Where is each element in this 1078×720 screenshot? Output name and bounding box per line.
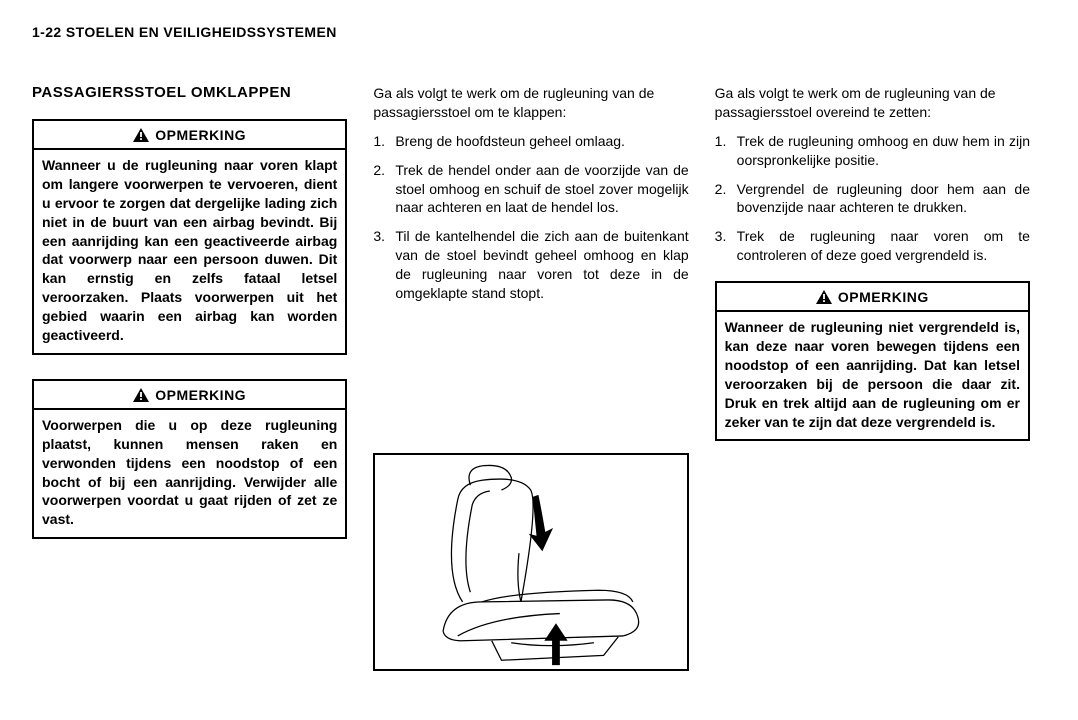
list-item: Vergrendel de rugleuning door hem aan de…	[715, 180, 1030, 218]
list-item: Breng de hoofdsteun geheel omlaag.	[373, 132, 688, 151]
section-title: PASSAGIERSSTOEL OMKLAPPEN	[32, 84, 347, 101]
warning-body: Wanneer de rugleuning niet vergrendeld i…	[717, 312, 1028, 439]
warning-box-3: OPMERKING Wanneer de rugleuning niet ver…	[715, 281, 1030, 441]
intro-text: Ga als volgt te werk om de rugleuning va…	[373, 84, 688, 122]
intro-text: Ga als volgt te werk om de rugleuning va…	[715, 84, 1030, 122]
column-3: Ga als volgt te werk om de rugleuning va…	[715, 84, 1030, 671]
warning-box-1: OPMERKING Wanneer u de rugleuning naar v…	[32, 119, 347, 355]
warning-label: OPMERKING	[155, 387, 246, 403]
warning-header: OPMERKING	[34, 121, 345, 150]
list-item: Trek de rugleuning omhoog en duw hem in …	[715, 132, 1030, 170]
column-2: Ga als volgt te werk om de rugleuning va…	[373, 84, 688, 671]
list-item: Trek de hendel onder aan de voorzijde va…	[373, 161, 688, 218]
warning-header: OPMERKING	[34, 381, 345, 410]
warning-label: OPMERKING	[838, 289, 929, 305]
seat-illustration	[375, 455, 686, 669]
list-item: Trek de rugleuning naar voren om te cont…	[715, 227, 1030, 265]
warning-triangle-icon	[816, 290, 832, 304]
column-1: PASSAGIERSSTOEL OMKLAPPEN OPMERKING Wann…	[32, 84, 347, 671]
warning-box-2: OPMERKING Voorwerpen die u op deze rugle…	[32, 379, 347, 539]
page-header: 1-22 STOELEN EN VEILIGHEIDSSYSTEMEN	[32, 24, 1030, 40]
warning-triangle-icon	[133, 128, 149, 142]
list-item: Til de kantelhendel die zich aan de buit…	[373, 227, 688, 303]
warning-body: Voorwerpen die u op deze rugleuning plaa…	[34, 410, 345, 537]
warning-body: Wanneer u de rugleuning naar voren klapt…	[34, 150, 345, 353]
warning-label: OPMERKING	[155, 127, 246, 143]
steps-list: Trek de rugleuning omhoog en duw hem in …	[715, 132, 1030, 275]
warning-header: OPMERKING	[717, 283, 1028, 312]
content-columns: PASSAGIERSSTOEL OMKLAPPEN OPMERKING Wann…	[32, 84, 1030, 671]
seat-diagram	[373, 453, 688, 671]
steps-list: Breng de hoofdsteun geheel omlaag. Trek …	[373, 132, 688, 313]
warning-triangle-icon	[133, 388, 149, 402]
